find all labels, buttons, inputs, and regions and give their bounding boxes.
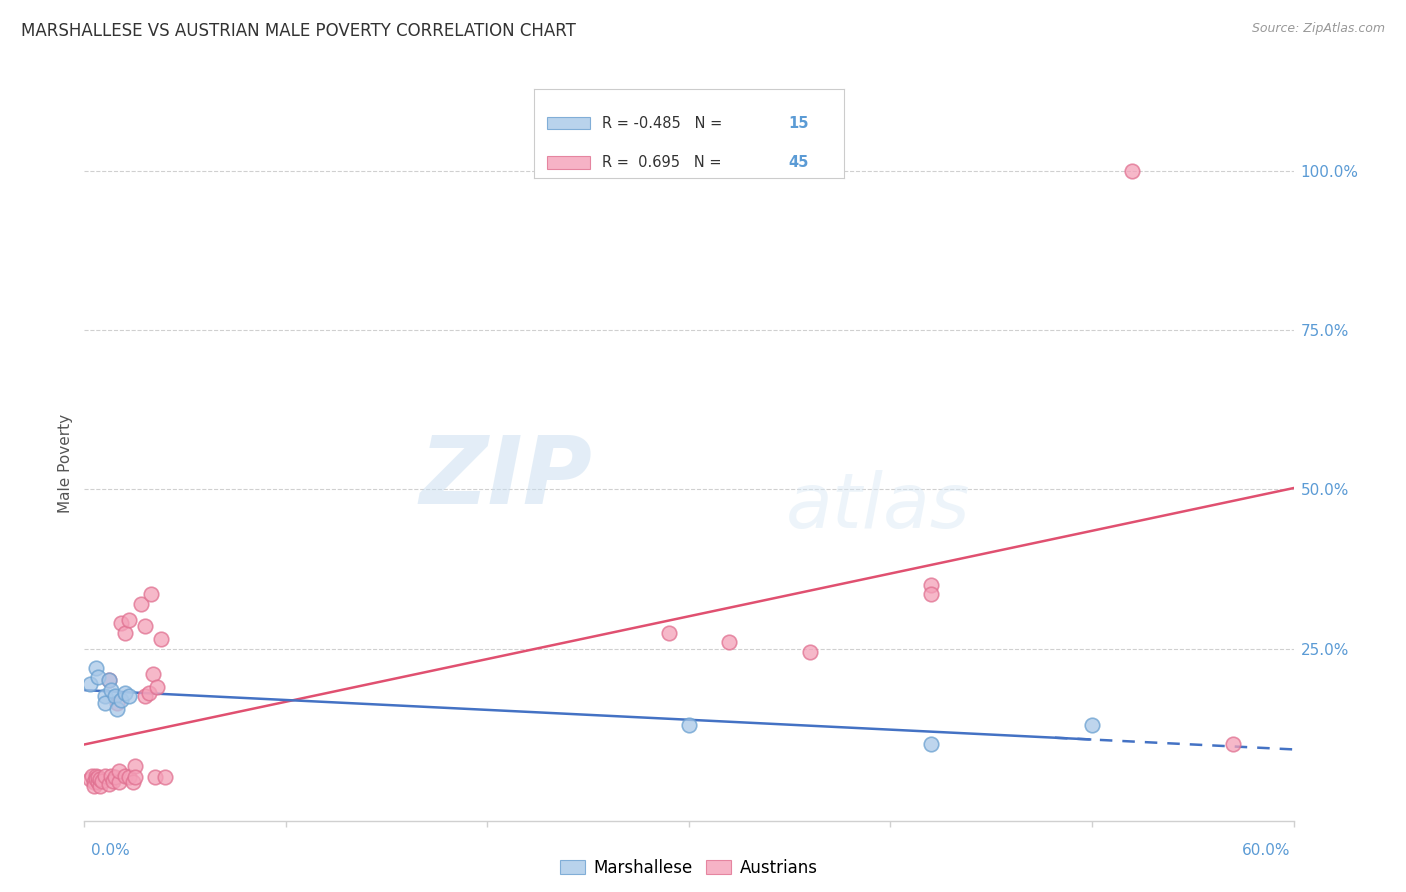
Text: R = -0.485   N =: R = -0.485 N =	[602, 116, 727, 130]
Bar	[547, 156, 591, 169]
Text: Source: ZipAtlas.com: Source: ZipAtlas.com	[1251, 22, 1385, 36]
Point	[82, 769, 104, 783]
Point	[124, 770, 146, 784]
Y-axis label: Male Poverty: Male Poverty	[58, 414, 73, 514]
Point	[97, 673, 120, 688]
Text: R =  0.695   N =: R = 0.695 N =	[602, 155, 727, 169]
Point	[100, 769, 122, 783]
Point	[79, 676, 101, 690]
Point	[83, 775, 105, 789]
Point	[1121, 163, 1143, 178]
Text: 15: 15	[787, 116, 808, 130]
Point	[101, 774, 124, 789]
Point	[920, 737, 942, 751]
Point	[114, 625, 136, 640]
Point	[87, 770, 110, 784]
Point	[124, 759, 146, 773]
Point	[718, 635, 741, 649]
Point	[107, 764, 129, 778]
Point	[799, 645, 821, 659]
Text: 45: 45	[787, 155, 808, 169]
Point	[97, 673, 120, 688]
Point	[121, 775, 143, 789]
Point	[149, 632, 172, 646]
Point	[139, 587, 162, 601]
Point	[114, 769, 136, 783]
Point	[142, 667, 165, 681]
Point	[143, 770, 166, 784]
Point	[104, 690, 127, 704]
Point	[89, 772, 111, 787]
Point	[93, 696, 115, 710]
Point	[93, 690, 115, 704]
Point	[1081, 718, 1104, 732]
Point	[105, 702, 128, 716]
Point	[678, 718, 700, 732]
Point	[1222, 737, 1244, 751]
Legend: Marshallese, Austrians: Marshallese, Austrians	[554, 853, 824, 884]
Text: 0.0%: 0.0%	[91, 843, 131, 858]
Point	[107, 775, 129, 789]
Point	[118, 690, 141, 704]
Point	[920, 587, 942, 601]
Point	[87, 775, 110, 789]
Point	[118, 770, 141, 784]
Point	[153, 770, 176, 784]
Point	[118, 613, 141, 627]
Point	[110, 616, 132, 631]
Point	[134, 619, 156, 633]
Point	[146, 680, 169, 694]
Text: MARSHALLESE VS AUSTRIAN MALE POVERTY CORRELATION CHART: MARSHALLESE VS AUSTRIAN MALE POVERTY COR…	[21, 22, 576, 40]
Text: atlas: atlas	[786, 470, 970, 543]
Point	[79, 772, 101, 787]
Point	[129, 597, 152, 611]
Point	[100, 683, 122, 698]
Point	[91, 774, 114, 789]
Point	[86, 661, 108, 675]
Point	[114, 686, 136, 700]
Point	[104, 770, 127, 784]
Point	[89, 779, 111, 793]
Point	[83, 779, 105, 793]
Point	[86, 769, 108, 783]
Point	[87, 670, 110, 684]
Point	[138, 686, 160, 700]
Point	[86, 772, 108, 787]
Point	[110, 692, 132, 706]
Text: 60.0%: 60.0%	[1243, 843, 1291, 858]
Text: ZIP: ZIP	[419, 432, 592, 524]
Point	[105, 696, 128, 710]
Point	[93, 769, 115, 783]
Point	[97, 777, 120, 791]
Point	[920, 578, 942, 592]
Point	[658, 625, 681, 640]
Bar	[547, 117, 591, 129]
Point	[134, 690, 156, 704]
